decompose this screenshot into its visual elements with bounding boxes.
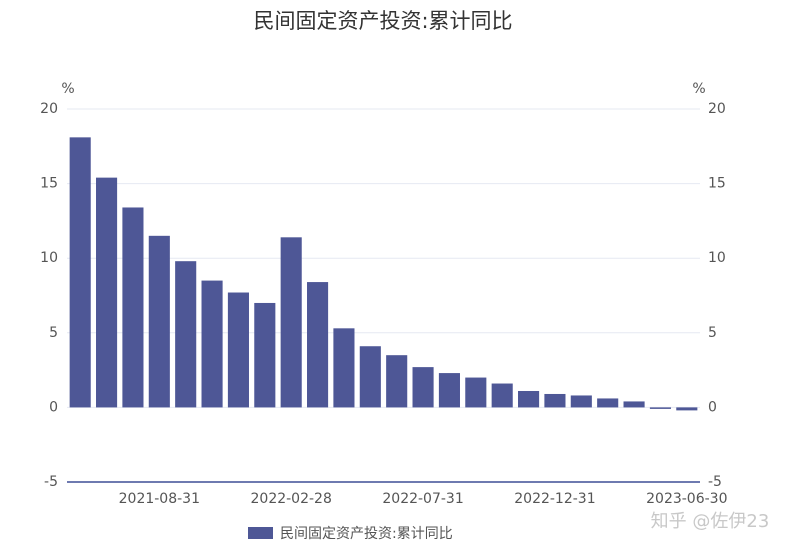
bar [280, 237, 302, 408]
bar [438, 373, 460, 408]
bar [227, 292, 249, 408]
bar [623, 401, 645, 408]
chart-title: 民间固定资产投资:累计同比 [253, 9, 512, 33]
bar [386, 355, 408, 408]
bar [544, 393, 566, 408]
y2-tick-label: -5 [708, 474, 722, 490]
bar [201, 280, 223, 408]
bar [518, 390, 540, 408]
x-tick-label: 2023-06-30 [646, 491, 727, 507]
y2-tick-label: 15 [708, 176, 726, 192]
y2-axis-unit: % [692, 81, 705, 97]
bar [649, 407, 671, 409]
x-tick-label: 2022-02-28 [251, 491, 332, 507]
y-tick-label: 0 [49, 399, 58, 415]
y-tick-label: 15 [40, 176, 58, 192]
bar [69, 137, 91, 408]
y-tick-label: -5 [44, 474, 58, 490]
y2-tick-label: 10 [708, 250, 726, 266]
legend-swatch [248, 527, 273, 539]
y2-tick-label: 5 [708, 325, 717, 341]
y-axis-unit: % [61, 81, 74, 97]
x-tick-label: 2021-08-31 [119, 491, 200, 507]
x-tick-label: 2022-07-31 [382, 491, 463, 507]
bar [96, 177, 118, 408]
bar [254, 302, 276, 408]
bar [148, 235, 170, 408]
bar [122, 207, 144, 408]
bar [333, 328, 355, 408]
bar [491, 383, 513, 408]
y2-tick-label: 0 [708, 399, 717, 415]
y-tick-label: 10 [40, 250, 58, 266]
bar [597, 398, 619, 408]
legend-label: 民间固定资产投资:累计同比 [280, 526, 453, 542]
bar [175, 261, 197, 408]
bar [465, 377, 487, 408]
y-tick-label: 20 [40, 101, 58, 117]
bar [676, 407, 698, 411]
y-tick-label: 5 [49, 325, 58, 341]
bar [359, 346, 381, 408]
bar [570, 395, 592, 408]
bar [307, 282, 329, 408]
watermark: 知乎 @佐伊23 [651, 511, 770, 532]
bar [412, 367, 434, 408]
x-tick-label: 2022-12-31 [514, 491, 595, 507]
y2-tick-label: 20 [708, 101, 726, 117]
